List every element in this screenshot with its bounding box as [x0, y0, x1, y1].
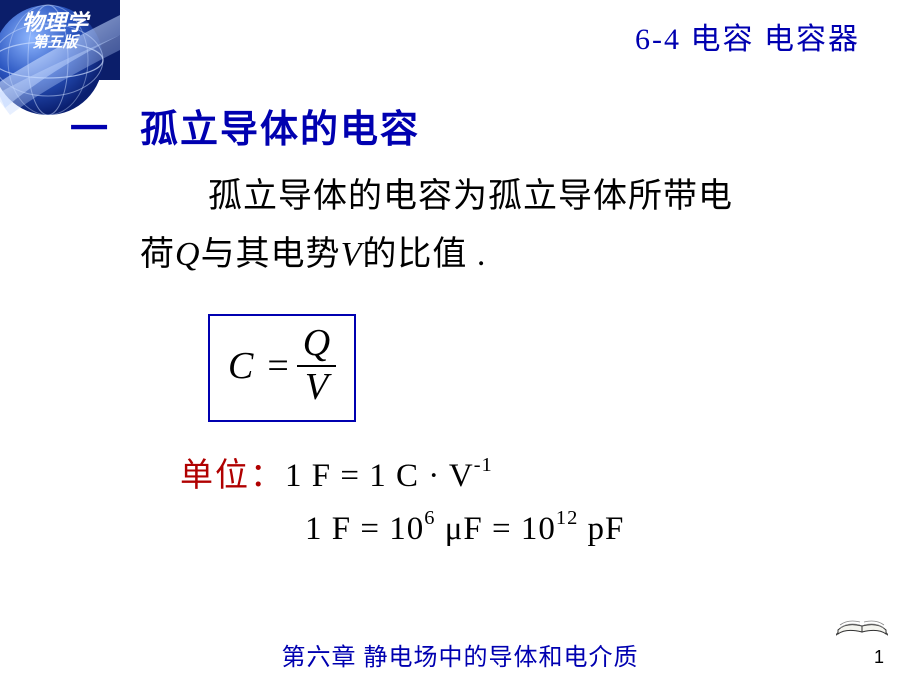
body-line2c: 的比值 .: [362, 236, 486, 273]
formula-numerator: Q: [297, 324, 336, 367]
heading-number: 一: [70, 109, 110, 151]
textbook-title-main: 物理学: [22, 10, 88, 35]
textbook-title: 物理学 第五版: [22, 10, 88, 53]
units-eq2: 1 F = 106 μF = 1012 pF: [305, 511, 624, 547]
textbook-edition: 第五版: [22, 35, 88, 52]
formula-capacitance: C = Q V: [208, 314, 356, 422]
page-number: 1: [874, 647, 884, 668]
formula-fraction: Q V: [297, 324, 336, 408]
heading-text: 孤立导体的电容: [140, 109, 420, 151]
units-line2: 1 F = 106 μF = 1012 pF: [305, 510, 624, 548]
formula-lhs: C: [228, 344, 253, 388]
body-line2b: 与其电势: [201, 236, 341, 273]
formula-denominator: V: [299, 367, 334, 408]
section-header: 6-4 电容 电容器: [635, 14, 860, 58]
units-label: 单位：: [180, 458, 285, 494]
units-block: 单位：1 F = 1 C · V-1 1 F = 106 μF = 1012 p…: [180, 448, 624, 548]
body-line2a: 荷: [140, 236, 175, 273]
symbol-q: Q: [175, 236, 201, 273]
symbol-v: V: [341, 236, 363, 273]
units-line1: 单位：1 F = 1 C · V-1: [180, 448, 624, 496]
book-icon: [834, 600, 890, 642]
footer-chapter: 第六章 静电场中的导体和电介质: [0, 637, 920, 672]
slide: 物理学 第五版 6-4 电容 电容器 一孤立导体的电容 孤立导体的电容为孤立导体…: [0, 0, 920, 690]
section-heading: 一孤立导体的电容: [70, 98, 420, 153]
body-paragraph: 孤立导体的电容为孤立导体所带电 荷Q与其电势V的比值 .: [140, 168, 850, 284]
formula-eq: =: [267, 344, 288, 388]
body-line1: 孤立导体的电容为孤立导体所带电: [208, 178, 733, 215]
units-eq1: 1 F = 1 C · V-1: [285, 458, 493, 494]
